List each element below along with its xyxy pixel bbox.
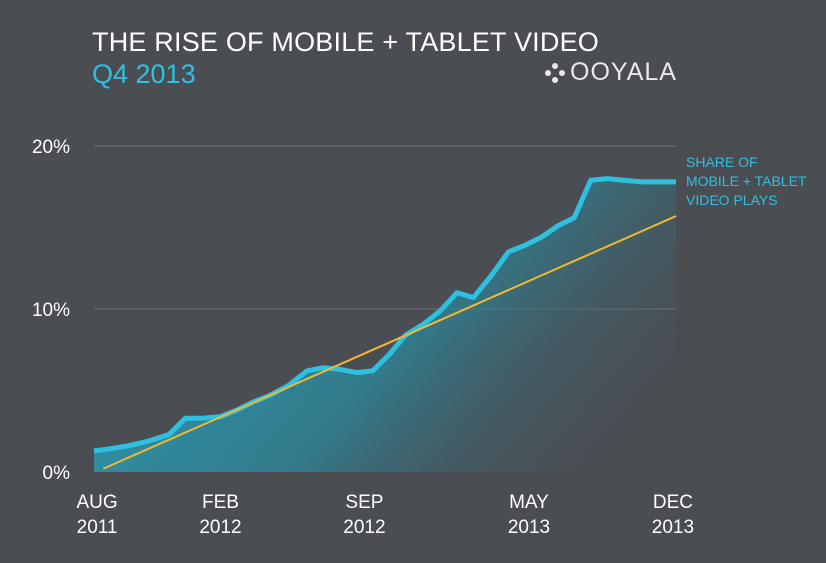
x-tick-month-label: DEC [653, 492, 693, 513]
x-tick-month-label: SEP [345, 492, 383, 513]
y-tick-label: 0% [43, 463, 71, 484]
x-tick-year-label: 2012 [199, 517, 241, 538]
logo-text: OOYALA [570, 58, 677, 86]
series-line [93, 176, 676, 454]
x-tick-year-label: 2011 [77, 517, 118, 538]
x-tick-month-label: FEB [202, 492, 239, 513]
x-tick-year-label: 2013 [652, 517, 694, 538]
ooyala-logo: OOYALA [544, 58, 677, 87]
y-tick-label: 10% [32, 300, 70, 321]
y-tick-label: 20% [32, 137, 70, 158]
series-area-fill [94, 178, 676, 472]
x-tick-month-label: MAY [509, 492, 549, 513]
chart-subtitle: Q4 2013 [92, 59, 196, 89]
x-tick-year-label: 2012 [343, 517, 385, 538]
series-legend-label: SHARE OF MOBILE + TABLET VIDEO PLAYS [686, 154, 807, 208]
x-tick-year-label: 2013 [508, 517, 550, 538]
x-tick-month-label: AUG [76, 492, 117, 513]
chart-title: THE RISE OF MOBILE + TABLET VIDEO [92, 27, 599, 57]
trend-line [102, 215, 677, 470]
ooyala-dots-icon [545, 62, 565, 83]
